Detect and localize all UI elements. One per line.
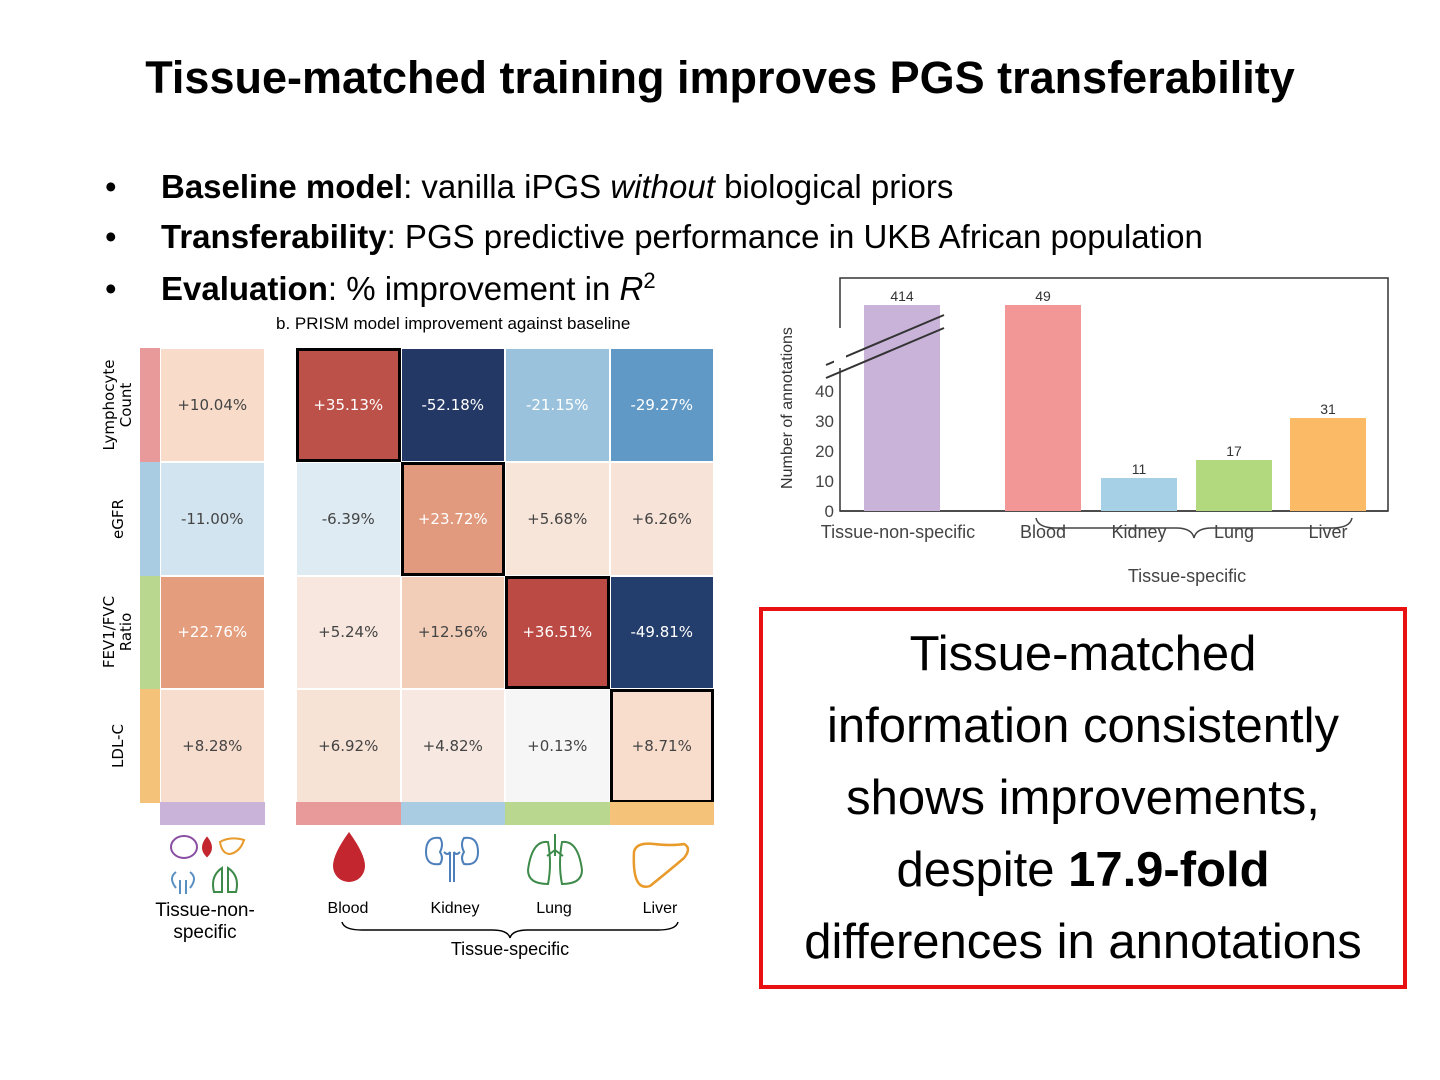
x-tick-label: Blood — [1020, 522, 1066, 542]
tissue-non-specific-icon — [170, 835, 246, 894]
column-color-strip — [400, 802, 505, 825]
callout-text-part: despite — [896, 843, 1069, 897]
y-tick-label: 20 — [815, 442, 834, 461]
bar — [1196, 460, 1272, 511]
x-tick-label: Tissue-non-specific — [821, 522, 975, 542]
column-label: Blood — [327, 900, 369, 917]
bar-value-label: 17 — [1226, 443, 1242, 459]
y-tick-label: 40 — [815, 382, 834, 401]
bar-value-label: 49 — [1035, 288, 1051, 304]
heatmap-cell: +22.76% — [160, 575, 265, 689]
row-color-strip — [140, 348, 160, 462]
axis-break-mark — [825, 327, 945, 379]
column-color-strip — [609, 802, 714, 825]
heatmap-cell: +8.28% — [160, 689, 265, 803]
bar-value-label: 414 — [890, 288, 914, 304]
callout-line: differences in annotations — [804, 915, 1362, 969]
bullet-bold: Transferability — [161, 218, 387, 255]
heatmap-cell: +6.26% — [609, 462, 714, 576]
group-brace — [1035, 517, 1353, 539]
bullet-superscript: 2 — [643, 268, 656, 293]
heatmap-cell: -49.81% — [609, 575, 714, 689]
group-brace — [341, 921, 679, 939]
heatmap: Lymphocyte Count +10.04% +35.13% -52.18% -21.… — [0, 0, 740, 980]
group-label: Tissue-specific — [1128, 566, 1246, 586]
kidney-icon — [424, 836, 480, 882]
bar — [1290, 418, 1366, 511]
callout-line: shows improvements, — [846, 771, 1320, 825]
bar-value-label: 11 — [1132, 461, 1147, 477]
heatmap-cell: -6.39% — [296, 462, 401, 576]
bullet-glyph: • — [105, 270, 117, 307]
bullet-transferability: • Transferability: PGS predictive perform… — [105, 218, 1203, 256]
bullet-evaluation: • Evaluation: % improvement in R2 — [105, 268, 656, 308]
bar — [1101, 478, 1177, 511]
liver-icon — [632, 842, 690, 889]
bullet-glyph: • — [105, 218, 117, 255]
blood-drop-icon — [333, 832, 365, 882]
bullet-text: biological priors — [714, 168, 954, 205]
bar-value-label: 31 — [1320, 401, 1336, 417]
slide-title: Tissue-matched training improves PGS tra… — [145, 52, 1295, 103]
bullet-glyph: • — [105, 168, 117, 205]
callout-highlight: 17.9-fold — [1068, 843, 1270, 897]
column-color-strip — [296, 802, 401, 825]
x-tick-label: Kidney — [1111, 522, 1166, 542]
bar — [1005, 305, 1081, 511]
row-color-strip — [140, 575, 160, 689]
bar — [864, 305, 940, 511]
lung-icon — [526, 834, 584, 886]
bullet-text: : PGS predictive performance in UKB Afri… — [386, 218, 1203, 255]
column-label: Lung — [536, 900, 572, 917]
bullet-bold: Evaluation — [161, 270, 328, 307]
y-tick-label: 30 — [815, 412, 834, 431]
column-color-strip — [160, 802, 265, 825]
bullet-italic: without — [610, 168, 715, 205]
bullet-italic: R — [619, 270, 644, 307]
bullet-bold: Baseline model — [161, 168, 404, 205]
x-tick-label: Lung — [1214, 522, 1254, 542]
y-tick-label: 10 — [815, 472, 834, 491]
heatmap-cell: +5.24% — [296, 575, 401, 689]
heatmap-cell: -11.00% — [160, 462, 265, 576]
column-label: Liver — [642, 900, 678, 917]
group-label: Tissue-specific — [450, 939, 570, 959]
heatmap-cell: +10.04% — [160, 348, 265, 462]
heatmap-cell: +12.56% — [400, 575, 505, 689]
callout-line: despite 17.9-fold — [804, 834, 1362, 906]
axis-break-gap — [834, 328, 846, 368]
heatmap-cell: +4.82% — [400, 689, 505, 803]
column-color-strip — [505, 802, 610, 825]
heatmap-title: b. PRISM model improvement against basel… — [276, 314, 631, 333]
heatmap-cell: +5.68% — [505, 462, 610, 576]
heatmap-cell: +0.13% — [505, 689, 610, 803]
bullet-text: : vanilla iPGS — [403, 168, 611, 205]
heatmap-cell: -52.18% — [400, 348, 505, 462]
x-tick-label: Liver — [1308, 522, 1347, 542]
heatmap-cell: +8.71% — [609, 689, 714, 803]
bullet-text: : % improvement in — [327, 270, 620, 307]
heatmap-cell: -29.27% — [609, 348, 714, 462]
y-tick-label: 0 — [825, 502, 834, 521]
y-axis-label: Number of annotations — [779, 327, 796, 489]
callout-text: Tissue-matched information consistently … — [804, 618, 1362, 978]
callout-line: information consistently — [826, 699, 1339, 753]
column-label: Tissue-non-specific — [155, 900, 255, 943]
row-color-strip — [140, 689, 160, 803]
heatmap-cell: +23.72% — [400, 462, 505, 576]
row-color-strip — [140, 462, 160, 576]
callout-box: Tissue-matched information consistently … — [759, 607, 1407, 989]
column-label: Kidney — [430, 900, 480, 917]
callout-line: Tissue-matched — [909, 627, 1257, 681]
bullet-baseline: • Baseline model: vanilla iPGS without bi… — [105, 168, 953, 206]
tissue-icons — [170, 832, 690, 939]
heatmap-cell: -21.15% — [505, 348, 610, 462]
annotation-bar-chart: 414 Tissue-non-specific 49 Blood 11 Kidney 17 L… — [779, 277, 1389, 586]
heatmap-cell: +6.92% — [296, 689, 401, 803]
